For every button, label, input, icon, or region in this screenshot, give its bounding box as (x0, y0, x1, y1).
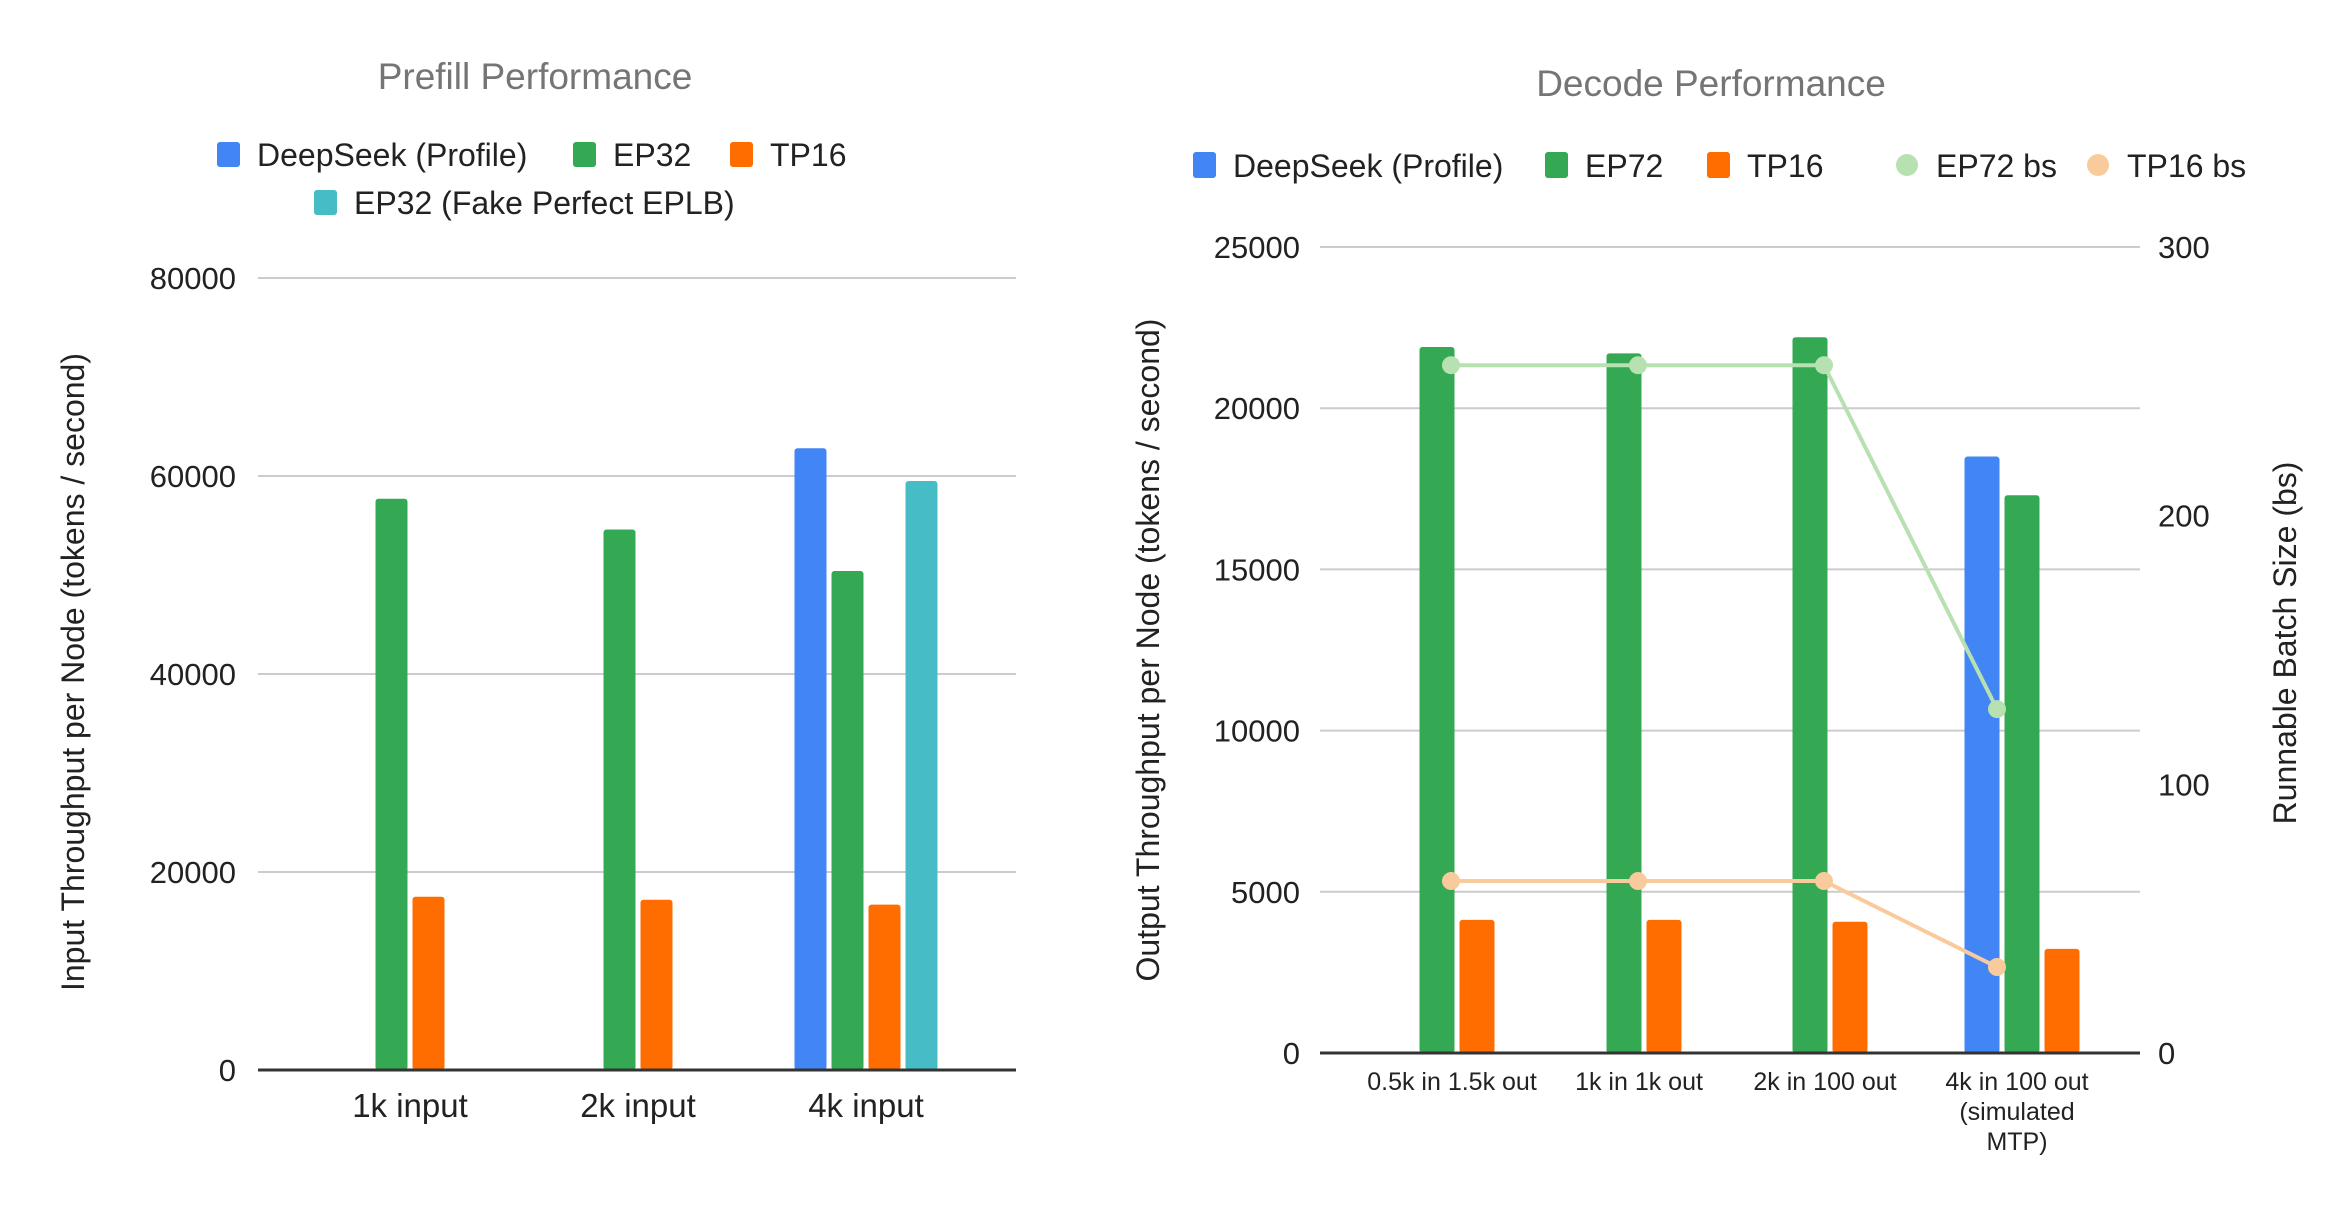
x-tick-label: 1k in 1k out (1575, 1068, 1703, 1096)
bar-ep72-1k-in-1k-out (1606, 353, 1642, 1054)
bar-ep32-1k-input (375, 498, 408, 1070)
point-tp16-bs-0-5k-in-1-5k-out (1442, 872, 1460, 891)
x-tick-label: 2k input (580, 1087, 696, 1124)
decode-x-labels: 0.5k in 1.5k out 1k in 1k out 2k in 100 ou… (1367, 1068, 2088, 1156)
bar-tp16-2k-input (640, 899, 673, 1070)
decode-y2-axis-title: Runnable Batch Size (bs) (2267, 462, 2303, 825)
line-ep72-bs (1451, 363, 1999, 711)
prefill-chart: Prefill Performance DeepSeek (Profile) EP… (55, 56, 1016, 1124)
point-ep72-bs-4k-in-100-out-simulated-mtp (1988, 700, 2006, 719)
decode-legend: DeepSeek (Profile) EP72 TP16 EP72 bs TP16 bs (1193, 148, 2246, 184)
decode-gridlines: 0 5000 10000 15000 20000 25000 0 100 200 300 (1214, 230, 2210, 1071)
bar-tp16-0-5k-in-1-5k-out (1459, 919, 1495, 1053)
prefill-gridlines: 0 20000 40000 60000 80000 (150, 261, 1016, 1088)
point-ep72-bs-2k-in-100-out (1815, 356, 1833, 375)
x-tick-label: 4k in 100 out (simulated MTP) (1945, 1068, 2088, 1156)
x-tick-label: 1k input (352, 1087, 468, 1124)
legend-swatch-ep72 (1545, 152, 1568, 178)
y-tick-label: 5000 (1231, 875, 1300, 910)
point-ep72-bs-1k-in-1k-out (1629, 356, 1647, 375)
bar-tp16-2k-in-100-out (1832, 921, 1868, 1053)
legend-swatch-ep72-bs (1896, 154, 1918, 176)
legend-label-tp16-bs: TP16 bs (2127, 148, 2246, 184)
y-tick-label: 80000 (150, 261, 236, 296)
y-tick-label: 10000 (1214, 714, 1300, 749)
bar-deepseek-profile-4k-input (794, 448, 827, 1070)
y-tick-label: 15000 (1214, 552, 1300, 587)
decode-lines (1442, 356, 2006, 977)
y-tick-label: 0 (219, 1053, 236, 1088)
legend-swatch-deepseek-profile (1193, 152, 1216, 178)
bar-ep72-0-5k-in-1-5k-out (1419, 346, 1455, 1054)
point-ep72-bs-0-5k-in-1-5k-out (1442, 356, 1460, 375)
bar-tp16-1k-in-1k-out (1646, 919, 1682, 1053)
y2-tick-label: 300 (2158, 230, 2210, 265)
prefill-y-axis-title: Input Throughput per Node (tokens / seco… (55, 353, 91, 991)
legend-swatch-ep32-fake-perfect-eplb (314, 190, 337, 215)
y2-tick-label: 100 (2158, 767, 2210, 802)
bar-ep72-4k-in-100-out-simulated-mtp (2004, 495, 2040, 1053)
prefill-bars (258, 448, 1016, 1072)
legend-swatch-tp16 (730, 142, 753, 167)
decode-bars (1320, 337, 2140, 1055)
y-tick-label: 20000 (150, 855, 236, 890)
legend-swatch-tp16 (1707, 152, 1730, 178)
legend-label-ep72: EP72 (1585, 148, 1663, 184)
legend-swatch-tp16-bs (2087, 154, 2109, 176)
bar-ep72-2k-in-100-out (1792, 337, 1828, 1054)
decode-chart: Decode Performance DeepSeek (Profile) EP7… (1130, 63, 2303, 1156)
x-tick-label: 4k input (808, 1087, 924, 1124)
x-tick-label: 2k in 100 out (1753, 1068, 1896, 1096)
x-tick-label: 0.5k in 1.5k out (1367, 1068, 1537, 1096)
y-tick-label: 40000 (150, 657, 236, 692)
legend-label-deepseek-profile: DeepSeek (Profile) (1233, 148, 1503, 184)
bar-ep32-2k-input (603, 529, 636, 1070)
legend-swatch-ep32 (573, 142, 596, 167)
bar-tp16-4k-in-100-out-simulated-mtp (2044, 948, 2080, 1053)
y-tick-label: 60000 (150, 459, 236, 494)
decode-y-axis-title: Output Throughput per Node (tokens / sec… (1130, 319, 1166, 982)
bar-tp16-4k-input (868, 904, 901, 1070)
bar-deepseek-profile-4k-in-100-out-simulated-mtp (1964, 456, 2000, 1053)
point-tp16-bs-1k-in-1k-out (1629, 872, 1647, 891)
y2-tick-label: 200 (2158, 499, 2210, 534)
legend-label-tp16: TP16 (1747, 148, 1823, 184)
bar-ep32-fake-perfect-eplb-4k-input (905, 480, 938, 1070)
prefill-chart-title: Prefill Performance (378, 56, 693, 97)
prefill-x-labels: 1k input 2k input 4k input (352, 1087, 924, 1124)
point-tp16-bs-2k-in-100-out (1815, 872, 1833, 891)
legend-label-ep72-bs: EP72 bs (1936, 148, 2057, 184)
y-tick-label: 0 (1283, 1036, 1300, 1071)
legend-swatch-deepseek-profile (217, 142, 240, 167)
y-tick-label: 20000 (1214, 391, 1300, 426)
y2-tick-label: 0 (2158, 1036, 2175, 1071)
line-tp16-bs (1451, 879, 1998, 969)
legend-label-tp16: TP16 (770, 137, 846, 173)
legend-label-deepseek-profile: DeepSeek (Profile) (257, 137, 527, 173)
prefill-legend: DeepSeek (Profile) EP32 TP16 EP32 (Fake Per… (217, 137, 846, 221)
legend-label-ep32-fake-perfect-eplb: EP32 (Fake Perfect EPLB) (354, 185, 735, 221)
bar-tp16-1k-input (412, 896, 445, 1070)
point-tp16-bs-4k-in-100-out-simulated-mtp (1988, 958, 2006, 977)
bar-ep32-4k-input (831, 571, 864, 1070)
legend-label-ep32: EP32 (613, 137, 691, 173)
decode-chart-title: Decode Performance (1536, 63, 1886, 104)
y-tick-label: 25000 (1214, 230, 1300, 265)
